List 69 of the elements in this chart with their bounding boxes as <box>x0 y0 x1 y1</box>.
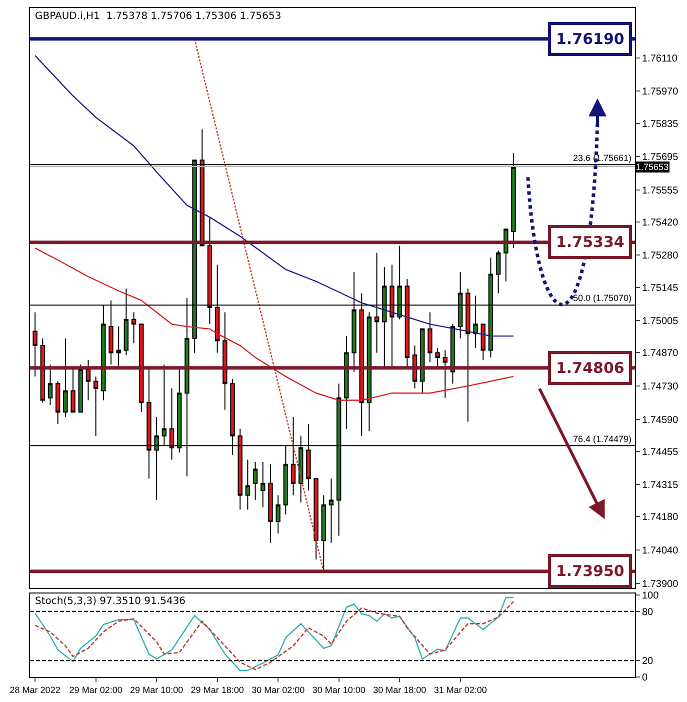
y-tick-label: 1.75280 <box>642 250 679 262</box>
candlestick <box>268 464 273 544</box>
candlestick <box>245 459 250 510</box>
y-tick-label: 1.75695 <box>642 152 679 164</box>
x-tick-label: 28 Mar 2022 <box>10 684 60 695</box>
y-tick-label: 1.74590 <box>642 414 679 426</box>
x-tick-label: 30 Mar 02:00 <box>252 684 305 695</box>
y-tick-label: 1.75555 <box>642 185 679 196</box>
ref-line-label: 1.73950 <box>556 562 624 580</box>
x-tick-label: 29 Mar 10:00 <box>130 684 184 695</box>
ref-line-label: 1.76190 <box>556 30 624 48</box>
y-tick-label: 1.74315 <box>642 480 679 492</box>
candlestick <box>428 312 432 363</box>
x-tick-label: 30 Mar 18:00 <box>373 684 426 695</box>
candlestick <box>78 364 83 413</box>
line-series <box>34 247 514 401</box>
candlestick <box>63 338 68 418</box>
y-tick-label: 1.74730 <box>642 381 679 392</box>
candlestick <box>314 478 318 560</box>
candlestick <box>276 494 280 534</box>
y-tick-label: 1.75970 <box>642 86 679 98</box>
x-tick-label: 31 Mar 02:00 <box>434 684 487 695</box>
x-tick-label: 30 Mar 10:00 <box>312 684 366 695</box>
x-tick-label: 29 Mar 02:00 <box>69 684 122 695</box>
candlestick <box>55 380 60 424</box>
candlestick <box>260 462 266 508</box>
y-tick-label: 1.74870 <box>642 348 679 360</box>
chart-title: Stoch(5,3,3) 97.3510 91.5436 <box>35 596 186 607</box>
ref-line-label: 50.0 (1.75070) <box>573 293 632 303</box>
candlestick <box>222 312 228 410</box>
chart-title: GBPAUD.i,H1 1.75378 1.75706 1.75306 1.75653 <box>35 11 282 22</box>
y-tick-label: 1.74040 <box>642 545 679 556</box>
candlestick <box>366 312 372 432</box>
y-tick-label: 1.74180 <box>642 512 679 524</box>
candlestick <box>70 368 76 413</box>
candlestick <box>420 328 425 394</box>
y-tick-label: 1.73900 <box>642 578 679 590</box>
ref-line-label: 1.74806 <box>556 359 624 377</box>
candlestick <box>86 359 91 401</box>
y-tick-label: 1.75145 <box>642 282 679 294</box>
y-tick-label: 20 <box>642 656 654 668</box>
candlestick <box>480 324 486 360</box>
candlestick <box>496 250 501 294</box>
candlestick <box>40 338 46 404</box>
candlestick <box>131 312 136 344</box>
candlestick <box>328 478 334 544</box>
candlestick <box>442 350 448 398</box>
line-series <box>34 54 514 337</box>
ref-line-label: 1.75653 <box>636 162 669 172</box>
candlestick <box>344 336 349 430</box>
y-tick-label: 0 <box>642 672 648 684</box>
candlestick <box>32 312 38 377</box>
y-tick-label: 1.74455 <box>642 446 679 458</box>
candlestick <box>48 364 53 406</box>
y-tick-label: 80 <box>642 606 654 618</box>
candlestick <box>93 376 98 436</box>
ref-line-label: 1.75334 <box>556 233 624 251</box>
x-tick-label: 29 Mar 18:00 <box>190 684 244 695</box>
candlestick <box>321 494 326 572</box>
ref-line-label: 76.4 (1.74479) <box>573 434 632 444</box>
candlestick <box>435 347 440 368</box>
y-tick-label: 1.75835 <box>642 118 679 130</box>
candlestick <box>252 462 258 501</box>
ref-line-label: 23.6 (1.75661) <box>573 153 632 163</box>
y-tick-label: 1.76110 <box>642 53 678 64</box>
candlestick <box>139 324 144 413</box>
y-tick-label: 1.75005 <box>642 316 679 328</box>
y-tick-label: 1.75420 <box>642 217 679 228</box>
y-tick-label: 100 <box>642 590 660 602</box>
